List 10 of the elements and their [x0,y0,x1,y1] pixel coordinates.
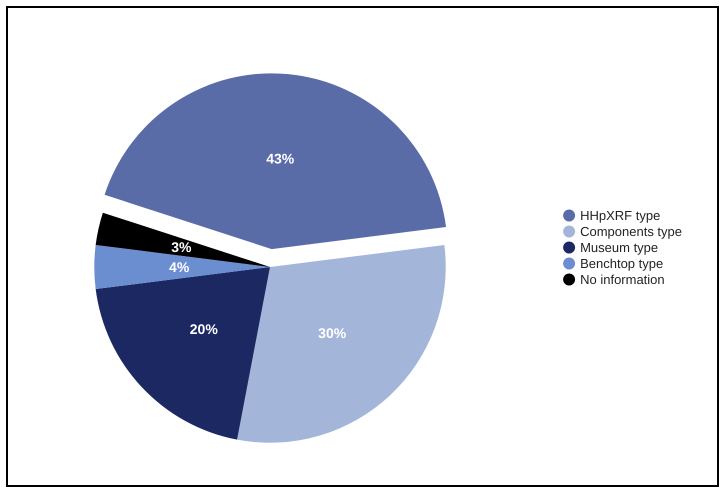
legend-label: No information [580,272,665,287]
data-label: 43% [266,150,295,167]
data-label: 4% [169,259,190,275]
legend-label: HHpXRF type [580,208,660,223]
data-label: 30% [318,325,347,342]
legend-label: Benchtop type [580,256,664,271]
data-label: 3% [171,239,192,256]
legend-label: Museum type [580,240,658,255]
legend-label: Components type [580,224,682,239]
data-label: 20% [190,321,218,338]
